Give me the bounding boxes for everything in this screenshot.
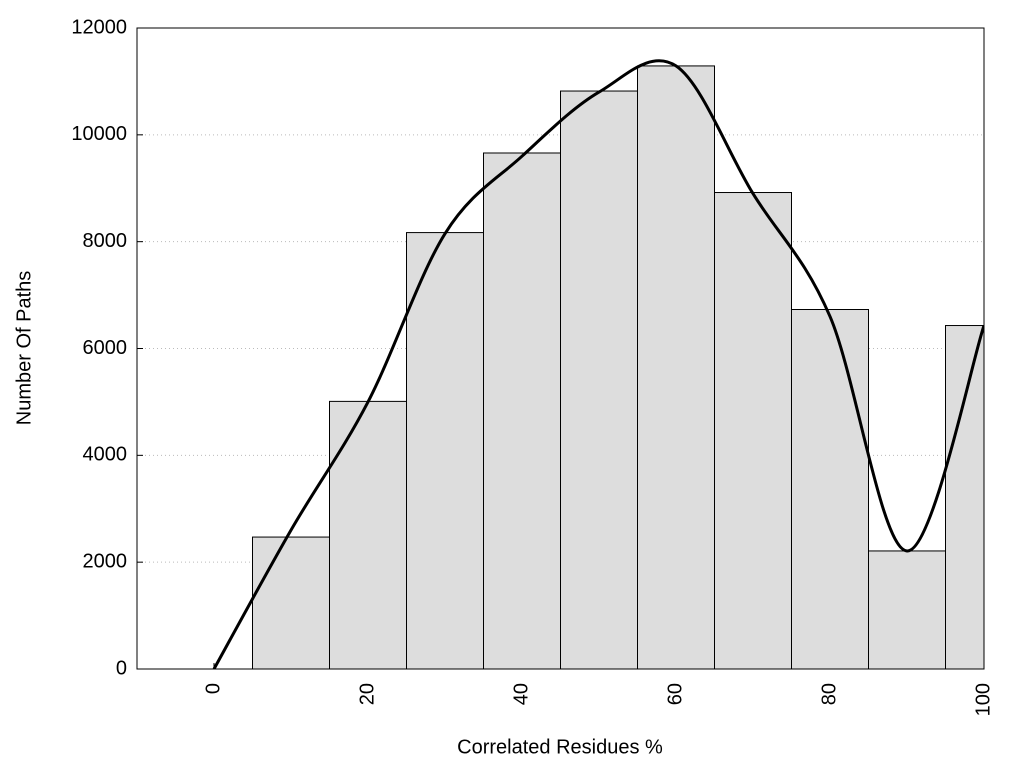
y-tick-label: 10000: [71, 123, 127, 145]
bar: [945, 325, 984, 669]
bar: [252, 536, 330, 669]
bar: [406, 232, 484, 669]
plot-frame: [136, 27, 985, 670]
y-tick-label: 6000: [83, 337, 128, 359]
y-axis-label: Number Of Paths: [13, 271, 35, 426]
x-tick-label: 0: [202, 683, 224, 694]
plot-area: [212, 59, 984, 669]
bar: [483, 152, 561, 669]
y-tick-label: 4000: [83, 444, 128, 466]
bar: [714, 192, 792, 669]
x-tick-label: 20: [356, 683, 378, 705]
y-tick-label: 12000: [71, 16, 127, 38]
y-tick-label: 8000: [83, 230, 128, 252]
x-axis-label: Correlated Residues %: [457, 736, 663, 758]
bar: [791, 309, 869, 669]
y-tick-label: 0: [116, 657, 127, 679]
x-tick-label: 40: [510, 683, 532, 705]
curve: [212, 59, 984, 669]
bar: [637, 65, 715, 669]
x-tick-label: 100: [972, 683, 994, 716]
y-tick-label: 2000: [83, 550, 128, 572]
x-tick-label: 80: [818, 683, 840, 705]
bar: [329, 400, 407, 669]
bar: [868, 550, 946, 669]
x-tick-label: 60: [664, 683, 686, 705]
bar: [560, 90, 638, 669]
